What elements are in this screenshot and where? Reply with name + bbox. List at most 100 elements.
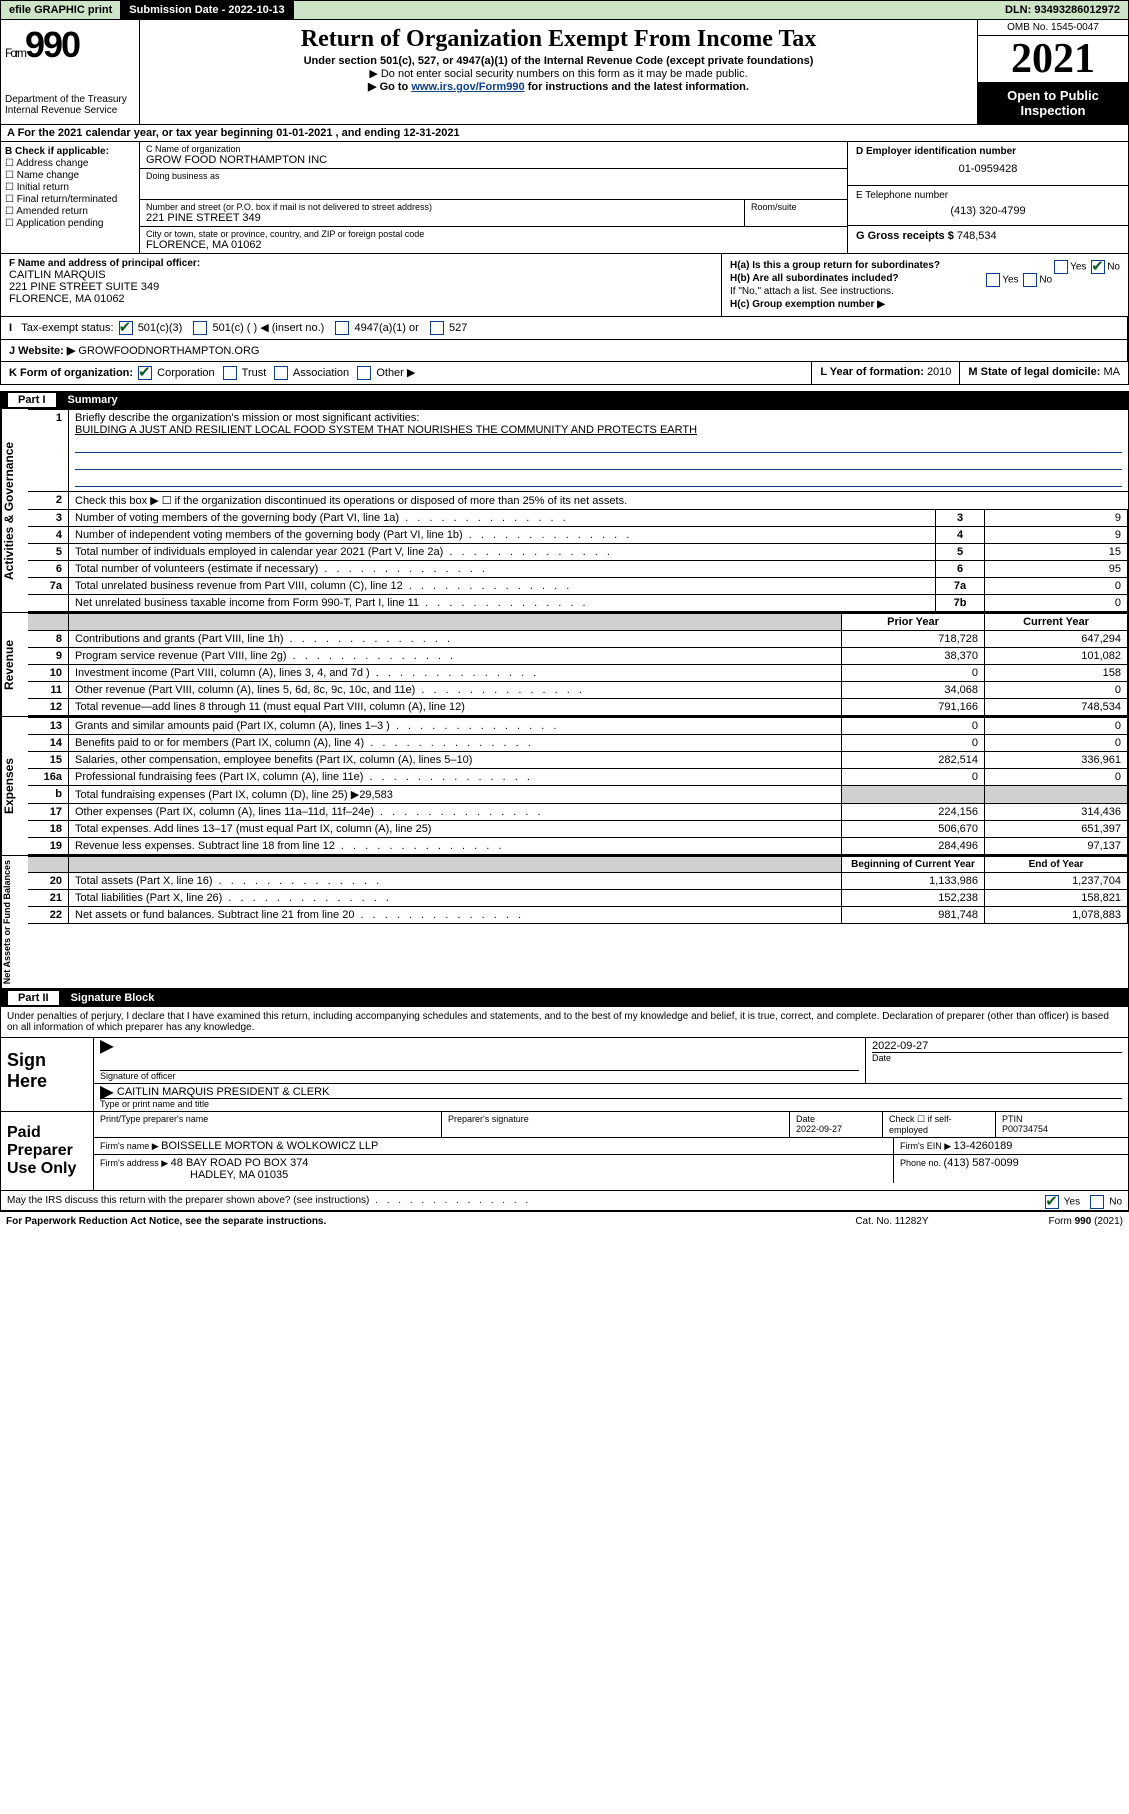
col-f-officer: F Name and address of principal officer:… bbox=[1, 254, 722, 316]
hb: H(b) Are all subordinates included? Yes … bbox=[730, 273, 1120, 284]
chk-4947[interactable] bbox=[335, 321, 349, 335]
subtitle-2: ▶ Do not enter social security numbers o… bbox=[150, 67, 967, 80]
top-bar: efile GRAPHIC print Submission Date - 20… bbox=[0, 0, 1129, 20]
chk-501c3[interactable] bbox=[119, 321, 133, 335]
chk-final-return[interactable]: ☐ Final return/terminated bbox=[5, 194, 135, 205]
ein-block: D Employer identification number 01-0959… bbox=[848, 142, 1128, 186]
sig-date: 2022-09-27 Date bbox=[866, 1038, 1128, 1083]
subtitle-1: Under section 501(c), 527, or 4947(a)(1)… bbox=[150, 55, 967, 67]
address-row: Number and street (or P.O. box if mail i… bbox=[140, 200, 847, 227]
chk-application[interactable]: ☐ Application pending bbox=[5, 218, 135, 229]
footer: For Paperwork Reduction Act Notice, see … bbox=[0, 1211, 1129, 1231]
ein-label: D Employer identification number bbox=[856, 146, 1120, 157]
paid-preparer-block: Paid Preparer Use Only Print/Type prepar… bbox=[0, 1112, 1129, 1191]
exp-table: 13Grants and similar amounts paid (Part … bbox=[28, 717, 1128, 855]
chk-527[interactable] bbox=[430, 321, 444, 335]
room-block: Room/suite bbox=[745, 200, 847, 226]
phone-label: E Telephone number bbox=[856, 190, 1120, 201]
discuss-no[interactable] bbox=[1090, 1195, 1104, 1209]
row-k: K Form of organization: Corporation Trus… bbox=[0, 362, 1129, 385]
chk-trust[interactable] bbox=[223, 366, 237, 380]
h-note: If "No," attach a list. See instructions… bbox=[730, 286, 1120, 297]
org-name-label: C Name of organization bbox=[146, 144, 841, 154]
officer-name: CAITLIN MARQUIS bbox=[9, 269, 713, 281]
header-mid: Return of Organization Exempt From Incom… bbox=[140, 20, 977, 124]
arrow-icon: ▶ bbox=[100, 1036, 114, 1056]
street-block: Number and street (or P.O. box if mail i… bbox=[140, 200, 745, 226]
col-h: H(a) Is this a group return for subordin… bbox=[722, 254, 1128, 316]
tax-exempt-status: I Tax-exempt status: 501(c)(3) 501(c) ( … bbox=[1, 317, 1128, 339]
section-fh: F Name and address of principal officer:… bbox=[0, 254, 1129, 317]
header-left: Form990 Department of the Treasury Inter… bbox=[1, 20, 140, 124]
org-name-block: C Name of organization GROW FOOD NORTHAM… bbox=[140, 142, 847, 169]
paid-label: Paid Preparer Use Only bbox=[1, 1112, 94, 1190]
net-label: Net Assets or Fund Balances bbox=[1, 856, 28, 988]
sig-date-label: Date bbox=[872, 1052, 1122, 1063]
chk-address-change[interactable]: ☐ Address change bbox=[5, 158, 135, 169]
state-domicile: M State of legal domicile: MA bbox=[959, 362, 1128, 384]
org-name: GROW FOOD NORTHAMPTON INC bbox=[146, 154, 841, 166]
discuss-yes[interactable] bbox=[1045, 1195, 1059, 1209]
part-ii-num: Part II bbox=[8, 991, 59, 1005]
part-i-num: Part I bbox=[8, 393, 56, 407]
irs-link[interactable]: www.irs.gov/Form990 bbox=[411, 81, 524, 93]
phone: (413) 320-4799 bbox=[856, 201, 1120, 221]
city-block: City or town, state or province, country… bbox=[140, 227, 847, 253]
chk-corp[interactable] bbox=[138, 366, 152, 380]
street: 221 PINE STREET 349 bbox=[146, 212, 738, 224]
chk-501c[interactable] bbox=[193, 321, 207, 335]
ein: 01-0959428 bbox=[856, 157, 1120, 181]
ha-no[interactable] bbox=[1091, 260, 1105, 274]
room-label: Room/suite bbox=[751, 202, 841, 212]
gov-table: 1 Briefly describe the organization's mi… bbox=[28, 409, 1128, 612]
rev-label: Revenue bbox=[1, 613, 28, 716]
open-public-badge: Open to Public Inspection bbox=[978, 82, 1128, 124]
part-ii-title: Signature Block bbox=[71, 992, 155, 1004]
expenses-section: Expenses 13Grants and similar amounts pa… bbox=[0, 717, 1129, 856]
irs-label: Internal Revenue Service bbox=[5, 105, 135, 116]
phone-block: E Telephone number (413) 320-4799 bbox=[848, 186, 1128, 226]
part-i-header: Part I Summary bbox=[0, 391, 1129, 409]
firm-addr: Firm's address ▶ 48 BAY ROAD PO BOX 374 … bbox=[94, 1155, 894, 1183]
dln: DLN: 93493286012972 bbox=[997, 1, 1128, 19]
prep-date: Date2022-09-27 bbox=[790, 1112, 883, 1137]
city: FLORENCE, MA 01062 bbox=[146, 239, 841, 251]
subtitle-3: ▶ Go to www.irs.gov/Form990 for instruct… bbox=[150, 80, 967, 93]
efile-label[interactable]: efile GRAPHIC print bbox=[1, 1, 121, 19]
chk-assoc[interactable] bbox=[274, 366, 288, 380]
gross-block: G Gross receipts $ 748,534 bbox=[848, 226, 1128, 246]
sig-officer: ▶ Signature of officer bbox=[94, 1038, 866, 1083]
form-number: Form990 bbox=[5, 24, 135, 66]
prep-self-emp[interactable]: Check ☐ if self-employed bbox=[883, 1112, 996, 1137]
sig-name: ▶ CAITLIN MARQUIS PRESIDENT & CLERK Type… bbox=[94, 1084, 1128, 1111]
prep-sig-hdr: Preparer's signature bbox=[442, 1112, 790, 1137]
discuss-row: May the IRS discuss this return with the… bbox=[0, 1191, 1129, 1211]
row-a-period: A For the 2021 calendar year, or tax yea… bbox=[0, 125, 1129, 142]
f-label: F Name and address of principal officer: bbox=[9, 258, 713, 269]
chk-other[interactable] bbox=[357, 366, 371, 380]
l1-pre: Briefly describe the organization's miss… bbox=[75, 412, 419, 424]
city-label: City or town, state or province, country… bbox=[146, 229, 841, 239]
b-label: B Check if applicable: bbox=[5, 146, 135, 157]
hb-yes[interactable] bbox=[986, 273, 1000, 287]
mission: BUILDING A JUST AND RESILIENT LOCAL FOOD… bbox=[75, 424, 697, 436]
hc: H(c) Group exemption number ▶ bbox=[730, 299, 1120, 310]
gov-label: Activities & Governance bbox=[1, 409, 28, 612]
net-table: Beginning of Current YearEnd of Year 20T… bbox=[28, 856, 1128, 924]
governance-section: Activities & Governance 1 Briefly descri… bbox=[0, 409, 1129, 613]
row-16b: Total fundraising expenses (Part IX, col… bbox=[69, 786, 842, 804]
chk-name-change[interactable]: ☐ Name change bbox=[5, 170, 135, 181]
col-d: D Employer identification number 01-0959… bbox=[847, 142, 1128, 253]
dba-label: Doing business as bbox=[146, 171, 841, 181]
ha-yes[interactable] bbox=[1054, 260, 1068, 274]
chk-initial-return[interactable]: ☐ Initial return bbox=[5, 182, 135, 193]
col-b-checkboxes: B Check if applicable: ☐ Address change … bbox=[1, 142, 140, 253]
begin-hdr: Beginning of Current Year bbox=[842, 857, 985, 873]
form-header: Form990 Department of the Treasury Inter… bbox=[0, 20, 1129, 125]
prep-ptin: PTINP00734754 bbox=[996, 1112, 1128, 1137]
omb-number: OMB No. 1545-0047 bbox=[978, 20, 1128, 36]
row-j: J Website: ▶ GROWFOODNORTHAMPTON.ORG bbox=[0, 340, 1129, 362]
chk-amended[interactable]: ☐ Amended return bbox=[5, 206, 135, 217]
dba-block: Doing business as bbox=[140, 169, 847, 200]
hb-no[interactable] bbox=[1023, 273, 1037, 287]
